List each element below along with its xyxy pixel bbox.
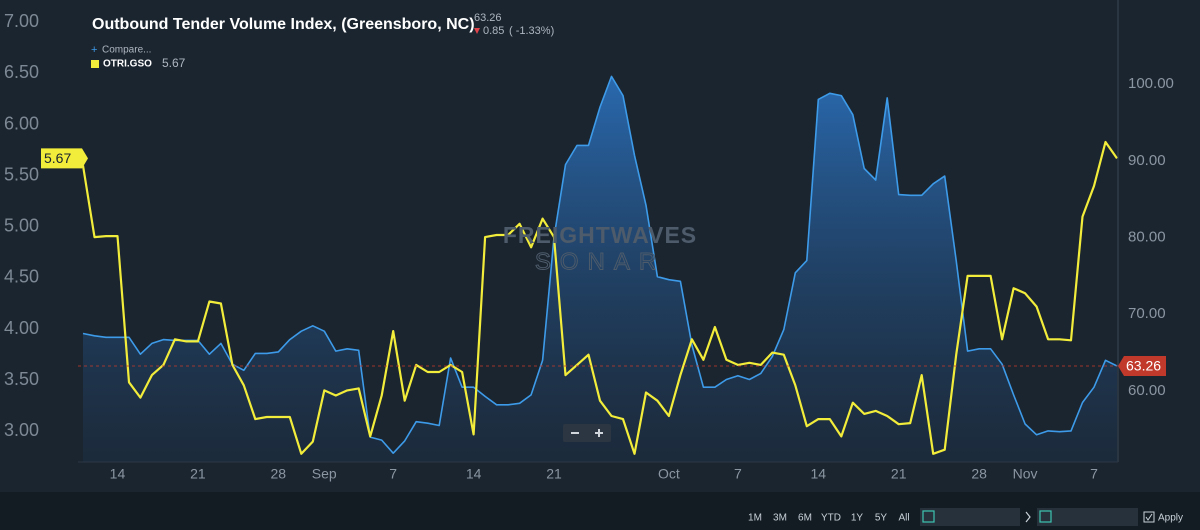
plus-icon[interactable]: + [91, 44, 97, 56]
x-tick-label: 28 [271, 466, 287, 482]
x-tick-label: 28 [971, 466, 987, 482]
last-value: 63.26 [474, 12, 502, 24]
x-tick-label: Nov [1013, 466, 1038, 482]
y2-tick-label: 80.00 [1128, 228, 1166, 245]
y-tick-label: 3.50 [4, 369, 39, 389]
y-tick-label: 3.00 [4, 420, 39, 440]
last-value-tag-label: 5.67 [44, 150, 71, 166]
chart-title: Outbound Tender Volume Index, (Greensbor… [92, 16, 475, 33]
apply-icon[interactable] [1145, 513, 1153, 521]
x-tick-label: 21 [891, 466, 907, 482]
range-button[interactable]: All [898, 513, 909, 524]
x-tick-label: Sep [312, 466, 337, 482]
change: 0.85 [483, 25, 504, 37]
x-tick-label: 14 [810, 466, 826, 482]
range-button[interactable]: 6M [798, 513, 812, 524]
end-date-input[interactable] [1037, 508, 1138, 526]
x-tick-label: 14 [110, 466, 126, 482]
y-tick-label: 6.00 [4, 113, 39, 133]
legend-swatch [91, 60, 99, 68]
y-tick-label: 5.00 [4, 216, 39, 236]
calendar-icon[interactable] [922, 510, 935, 523]
compare-link[interactable]: Compare... [102, 45, 151, 56]
series-line [81, 140, 1118, 455]
x-tick-label: 21 [546, 466, 562, 482]
y2-tick-label: 90.00 [1128, 152, 1166, 169]
x-tick-label: 7 [734, 466, 742, 482]
watermark: FREIGHTWAVES [503, 222, 697, 248]
plot-area [78, 75, 1118, 463]
range-button[interactable]: 5Y [875, 513, 888, 524]
last-value-tag-label: 63.26 [1126, 358, 1161, 374]
last-value-tag [1118, 355, 1166, 376]
y-tick-label: 4.00 [4, 318, 39, 338]
y-tick-label: 6.50 [4, 62, 39, 82]
calendar-icon[interactable] [1039, 510, 1052, 523]
chevron [1025, 511, 1031, 523]
x-tick-label: 14 [466, 466, 482, 482]
down-arrow [474, 28, 480, 34]
x-tick-label: 7 [1090, 466, 1098, 482]
change-percent: ( -1.33%) [509, 25, 554, 37]
start-date-input[interactable] [920, 508, 1020, 526]
last-value-tag [41, 148, 88, 169]
legend-label: OTRI.GSO [103, 59, 152, 70]
y2-tick-label: 100.00 [1128, 75, 1174, 92]
range-button[interactable]: 1M [748, 513, 762, 524]
range-button[interactable]: 1Y [851, 513, 864, 524]
range-button[interactable]: 3M [773, 513, 787, 524]
range-button[interactable]: YTD [821, 513, 841, 524]
x-tick-label: Oct [658, 466, 680, 482]
series-line [82, 75, 1118, 454]
watermark: SONAR [535, 248, 665, 275]
x-tick-label: 7 [389, 466, 397, 482]
legend-value: 5.67 [162, 56, 186, 70]
y2-tick-label: 60.00 [1128, 382, 1166, 399]
y-tick-label: 5.50 [4, 164, 39, 184]
zoom-controls [563, 424, 611, 442]
range-buttons: 1M 3M 6M YTD 1Y 5Y All [748, 513, 910, 524]
apply-icon[interactable] [1143, 511, 1155, 523]
y2-tick-label: 70.00 [1128, 305, 1166, 322]
y-tick-label: 7.00 [4, 11, 39, 31]
y-tick-label: 4.50 [4, 267, 39, 287]
apply-button[interactable]: Apply [1158, 513, 1183, 524]
x-tick-label: 21 [190, 466, 206, 482]
